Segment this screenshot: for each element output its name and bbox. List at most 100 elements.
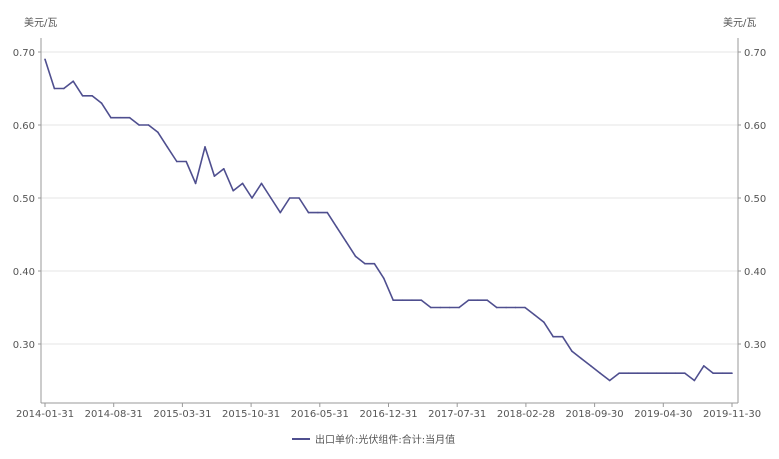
x-tick-label: 2015-03-31 xyxy=(153,409,211,420)
series-layer xyxy=(44,58,733,382)
data-point xyxy=(721,372,724,375)
y-tick-label-right: 0.30 xyxy=(744,340,766,351)
data-point xyxy=(232,189,235,192)
data-point xyxy=(637,372,639,375)
data-point xyxy=(317,211,319,214)
data-point xyxy=(495,306,498,309)
data-point xyxy=(665,372,667,375)
data-point xyxy=(655,372,658,375)
data-point xyxy=(401,299,404,302)
data-point xyxy=(345,241,347,243)
legend-label: 出口单价:光伏组件:合计:当月值 xyxy=(315,435,456,446)
data-point xyxy=(128,116,131,119)
data-point xyxy=(288,197,291,199)
data-point xyxy=(542,321,545,323)
data-point xyxy=(251,197,253,199)
data-point xyxy=(100,102,103,104)
x-tick-label: 2014-08-31 xyxy=(85,409,143,420)
x-tick-label: 2014-01-31 xyxy=(16,409,74,420)
data-point xyxy=(420,299,423,302)
x-tick-label: 2019-11-30 xyxy=(703,409,761,420)
data-point xyxy=(430,306,432,309)
data-point xyxy=(373,262,376,265)
data-point xyxy=(213,175,216,177)
data-point xyxy=(157,131,159,134)
data-point xyxy=(166,146,169,148)
y-axis-unit-right: 美元/瓦 xyxy=(723,18,757,29)
series-line xyxy=(44,59,732,382)
y-axis-unit-left: 美元/瓦 xyxy=(24,18,58,29)
data-point xyxy=(731,372,733,375)
data-point xyxy=(185,160,187,163)
data-point xyxy=(618,372,620,375)
x-tick-label: 2016-05-31 xyxy=(291,409,349,420)
data-point xyxy=(53,87,56,90)
x-tick-label: 2017-07-31 xyxy=(428,409,486,420)
data-point xyxy=(514,306,517,309)
data-point xyxy=(223,168,225,170)
data-point xyxy=(110,116,112,119)
data-point xyxy=(147,124,150,126)
data-point xyxy=(486,299,489,302)
legend-line-swatch xyxy=(292,437,310,440)
data-point xyxy=(260,182,263,185)
data-point xyxy=(392,299,395,302)
tick-labels: 0.70 0.70 0.60 0.60 0.50 0.50 0.40 0.40 0.30 0.30… xyxy=(13,48,767,420)
x-tick-label: 2019-04-30 xyxy=(634,409,692,420)
x-tick-label: 2018-02-28 xyxy=(497,409,555,420)
data-point xyxy=(307,211,310,214)
data-point xyxy=(684,372,686,375)
data-point xyxy=(608,379,611,382)
data-point xyxy=(571,350,573,353)
x-tick-label: 2016-12-31 xyxy=(359,409,417,420)
data-point xyxy=(138,124,140,126)
data-point xyxy=(364,262,366,265)
data-point xyxy=(326,211,329,214)
data-point xyxy=(590,365,592,367)
data-point xyxy=(194,182,197,185)
data-point xyxy=(477,299,479,302)
y-tick-label-right: 0.50 xyxy=(744,194,766,205)
data-point xyxy=(505,306,507,309)
y-tick-label-right: 0.60 xyxy=(744,121,766,132)
y-tick-label-left: 0.30 xyxy=(13,340,35,351)
data-point xyxy=(81,95,84,97)
data-point xyxy=(693,379,696,382)
data-point xyxy=(298,197,300,199)
data-point xyxy=(448,306,451,309)
y-tick-label-left: 0.40 xyxy=(13,267,35,278)
data-point xyxy=(561,335,564,338)
data-point xyxy=(91,95,93,97)
data-point xyxy=(382,277,385,280)
data-point xyxy=(458,306,460,309)
legend[interactable]: 出口单价:光伏组件:合计:当月值 xyxy=(292,431,455,446)
data-point xyxy=(44,58,46,61)
data-point xyxy=(467,299,470,302)
data-point xyxy=(439,306,442,309)
data-point xyxy=(279,211,282,214)
data-point xyxy=(241,182,244,185)
x-tick-label: 2015-10-31 xyxy=(222,409,280,420)
y-tick-label-left: 0.60 xyxy=(13,121,35,132)
data-point xyxy=(411,299,413,302)
data-point xyxy=(270,197,272,199)
data-point xyxy=(204,146,206,148)
data-point xyxy=(175,160,178,163)
data-point xyxy=(552,335,554,338)
data-point xyxy=(674,372,677,375)
data-point xyxy=(580,357,583,360)
data-point xyxy=(119,116,122,119)
y-tick-label-right: 0.40 xyxy=(744,267,766,278)
data-point xyxy=(702,365,705,367)
data-point xyxy=(354,255,357,258)
data-point xyxy=(524,306,526,309)
x-tick-label: 2018-09-30 xyxy=(566,409,624,420)
data-point xyxy=(599,372,602,375)
data-point xyxy=(646,372,649,375)
gridlines xyxy=(38,51,741,345)
y-tick-label-right: 0.70 xyxy=(744,48,766,59)
y-tick-label-left: 0.70 xyxy=(13,48,35,59)
data-point xyxy=(72,80,75,82)
data-point xyxy=(63,87,65,90)
